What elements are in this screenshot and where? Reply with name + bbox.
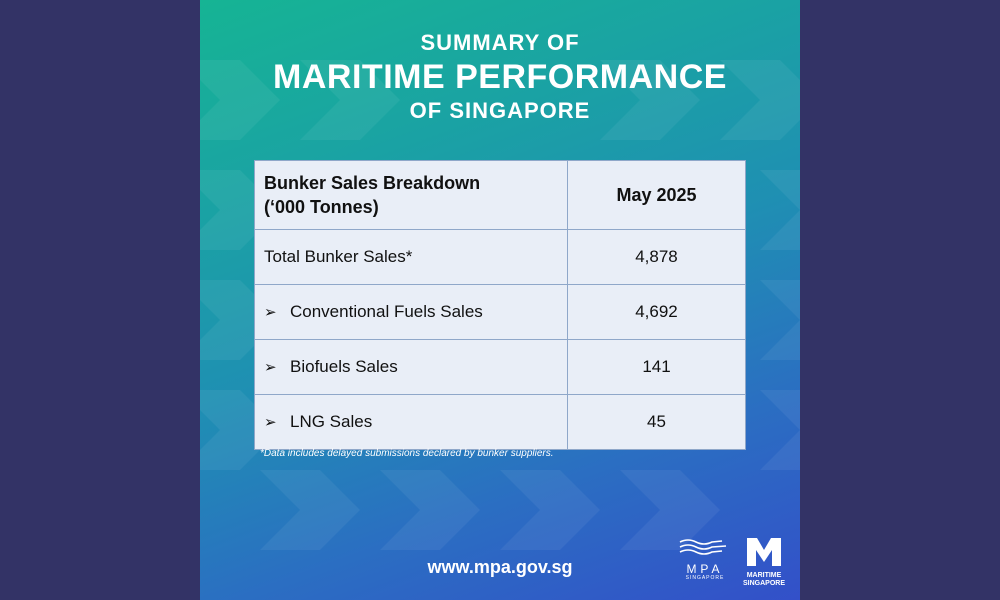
row-value: 4,692 xyxy=(567,284,746,340)
table-row: Total Bunker Sales* 4,878 xyxy=(254,229,746,285)
maritime-singapore-logo: MARITIME SINGAPORE xyxy=(740,538,788,588)
title-line-1: SUMMARY OF xyxy=(420,30,580,55)
row-value: 4,878 xyxy=(567,229,746,285)
mpa-logo: MPA SINGAPORE xyxy=(678,538,732,582)
website-link[interactable]: www.mpa.gov.sg xyxy=(427,557,573,577)
row-label-cell: ➢ Biofuels Sales xyxy=(254,339,568,395)
column-header-period: May 2025 xyxy=(567,160,746,230)
title-block: SUMMARY OF MARITIME PERFORMANCE OF SINGA… xyxy=(200,30,800,124)
mpa-logo-subtext: SINGAPORE xyxy=(685,575,725,581)
row-value: 45 xyxy=(567,394,746,450)
footnote: *Data includes delayed submissions decla… xyxy=(260,448,554,459)
row-value: 141 xyxy=(567,339,746,395)
row-label: LNG Sales xyxy=(290,412,373,431)
title-line-3: OF SINGAPORE xyxy=(409,98,591,123)
table-row: ➢ LNG Sales 45 xyxy=(254,394,746,450)
row-label: Conventional Fuels Sales xyxy=(290,302,483,321)
column-header-breakdown-line1: Bunker Sales Breakdown xyxy=(264,173,481,193)
row-label: Total Bunker Sales* xyxy=(264,247,413,266)
arrow-bullet-icon: ➢ xyxy=(264,414,277,431)
table-row: ➢ Conventional Fuels Sales 4,692 xyxy=(254,284,746,340)
row-label-cell: Total Bunker Sales* xyxy=(254,229,568,285)
title-line-2: MARITIME PERFORMANCE xyxy=(273,58,727,96)
row-label-cell: ➢ LNG Sales xyxy=(254,394,568,450)
maritime-singapore-mark-icon xyxy=(747,538,781,566)
table-header-row: Bunker Sales Breakdown (‘000 Tonnes) May… xyxy=(254,160,746,230)
maritime-singapore-line2: SINGAPORE xyxy=(742,580,785,587)
maritime-singapore-line1: MARITIME xyxy=(746,572,782,579)
column-header-breakdown: Bunker Sales Breakdown (‘000 Tonnes) xyxy=(254,160,568,230)
arrow-bullet-icon: ➢ xyxy=(264,359,277,376)
table-row: ➢ Biofuels Sales 141 xyxy=(254,339,746,395)
arrow-bullet-icon: ➢ xyxy=(264,304,277,321)
mpa-waves-icon xyxy=(679,539,727,555)
infographic-panel: SUMMARY OF MARITIME PERFORMANCE OF SINGA… xyxy=(200,0,800,600)
row-label: Biofuels Sales xyxy=(290,357,398,376)
bunker-sales-table: Bunker Sales Breakdown (‘000 Tonnes) May… xyxy=(254,160,746,450)
row-label-cell: ➢ Conventional Fuels Sales xyxy=(254,284,568,340)
mpa-logo-letters: MPA xyxy=(686,562,724,576)
chevron-pattern xyxy=(200,60,800,550)
column-header-breakdown-line2: (‘000 Tonnes) xyxy=(264,197,379,217)
